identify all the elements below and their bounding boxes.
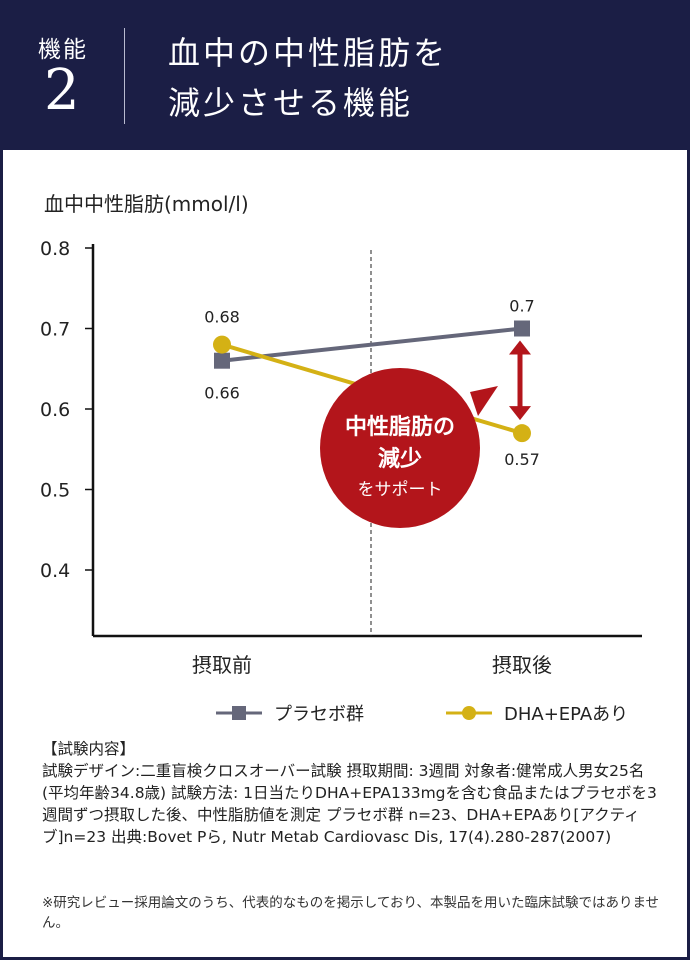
x-category-label: 摂取後 <box>492 653 552 677</box>
header-title-line2: 減少させる機能 <box>168 84 414 122</box>
x-category-label: 摂取前 <box>192 653 252 677</box>
disclaimer-text: ※研究レビュー採用論文のうち、代表的なものを掲示しており、本製品を用いた臨床試験… <box>42 895 660 931</box>
difference-arrow-head-down <box>509 406 531 421</box>
y-tick-label: 0.4 <box>40 560 70 582</box>
series-line-placebo <box>221 326 523 363</box>
y-tick-label: 0.8 <box>40 238 70 260</box>
callout-line1: 中性脂肪の <box>345 414 455 440</box>
data-label-dha-before: 0.68 <box>204 308 240 327</box>
y-tick-label: 0.5 <box>40 480 70 502</box>
legend-label-placebo: プラセボ群 <box>274 704 364 725</box>
study-notes-body: 試験デザイン:二重盲検クロスオーバー試験 摂取期間: 3週間 対象者:健常成人男… <box>42 762 657 846</box>
header-title: 血中の中性脂肪を 減少させる機能 <box>168 28 668 128</box>
data-point-dha <box>513 424 531 443</box>
data-point-dha <box>213 335 231 354</box>
legend-label-dha: DHA+EPAあり <box>504 704 629 725</box>
legend-item-placebo: プラセボ群 <box>216 698 364 728</box>
data-label-placebo-before: 0.66 <box>204 384 240 403</box>
callout-line3: をサポート <box>358 480 443 500</box>
difference-arrow-head-up <box>509 340 531 355</box>
feature-label: 機能 <box>38 37 88 63</box>
header-title-line1: 血中の中性脂肪を <box>168 34 449 72</box>
study-notes: 【試験内容】 試験デザイン:二重盲検クロスオーバー試験 摂取期間: 3週間 対象… <box>42 738 662 848</box>
feature-number: 2 <box>44 58 80 123</box>
callout-bubble <box>320 368 480 528</box>
data-point-placebo <box>214 352 230 369</box>
callout-line2: 減少 <box>378 447 422 472</box>
callout-bubble-tail <box>470 386 498 416</box>
data-label-placebo-after: 0.7 <box>509 297 534 316</box>
header-divider <box>124 28 125 124</box>
chart-legend: プラセボ群 DHA+EPAあり <box>0 698 690 728</box>
y-tick-label: 0.6 <box>40 399 70 421</box>
legend-item-dha: DHA+EPAあり <box>446 698 628 728</box>
legend-marker-circle-icon <box>446 706 492 720</box>
data-label-dha-after: 0.57 <box>504 450 540 469</box>
header-banner: 機能 2 血中の中性脂肪を 減少させる機能 <box>0 0 690 150</box>
data-point-placebo <box>514 320 530 337</box>
triglyceride-chart: 0.8 0.7 0.6 0.5 0.4 摂取前 摂取後 0.68 0.66 0.7 0.57 中性脂肪… <box>40 238 642 677</box>
legend-marker-square-icon <box>216 706 262 720</box>
y-axis-label: 血中中性脂肪(mmol/l) <box>44 192 249 216</box>
y-tick-label: 0.7 <box>40 319 70 341</box>
study-notes-heading: 【試験内容】 <box>42 740 136 758</box>
